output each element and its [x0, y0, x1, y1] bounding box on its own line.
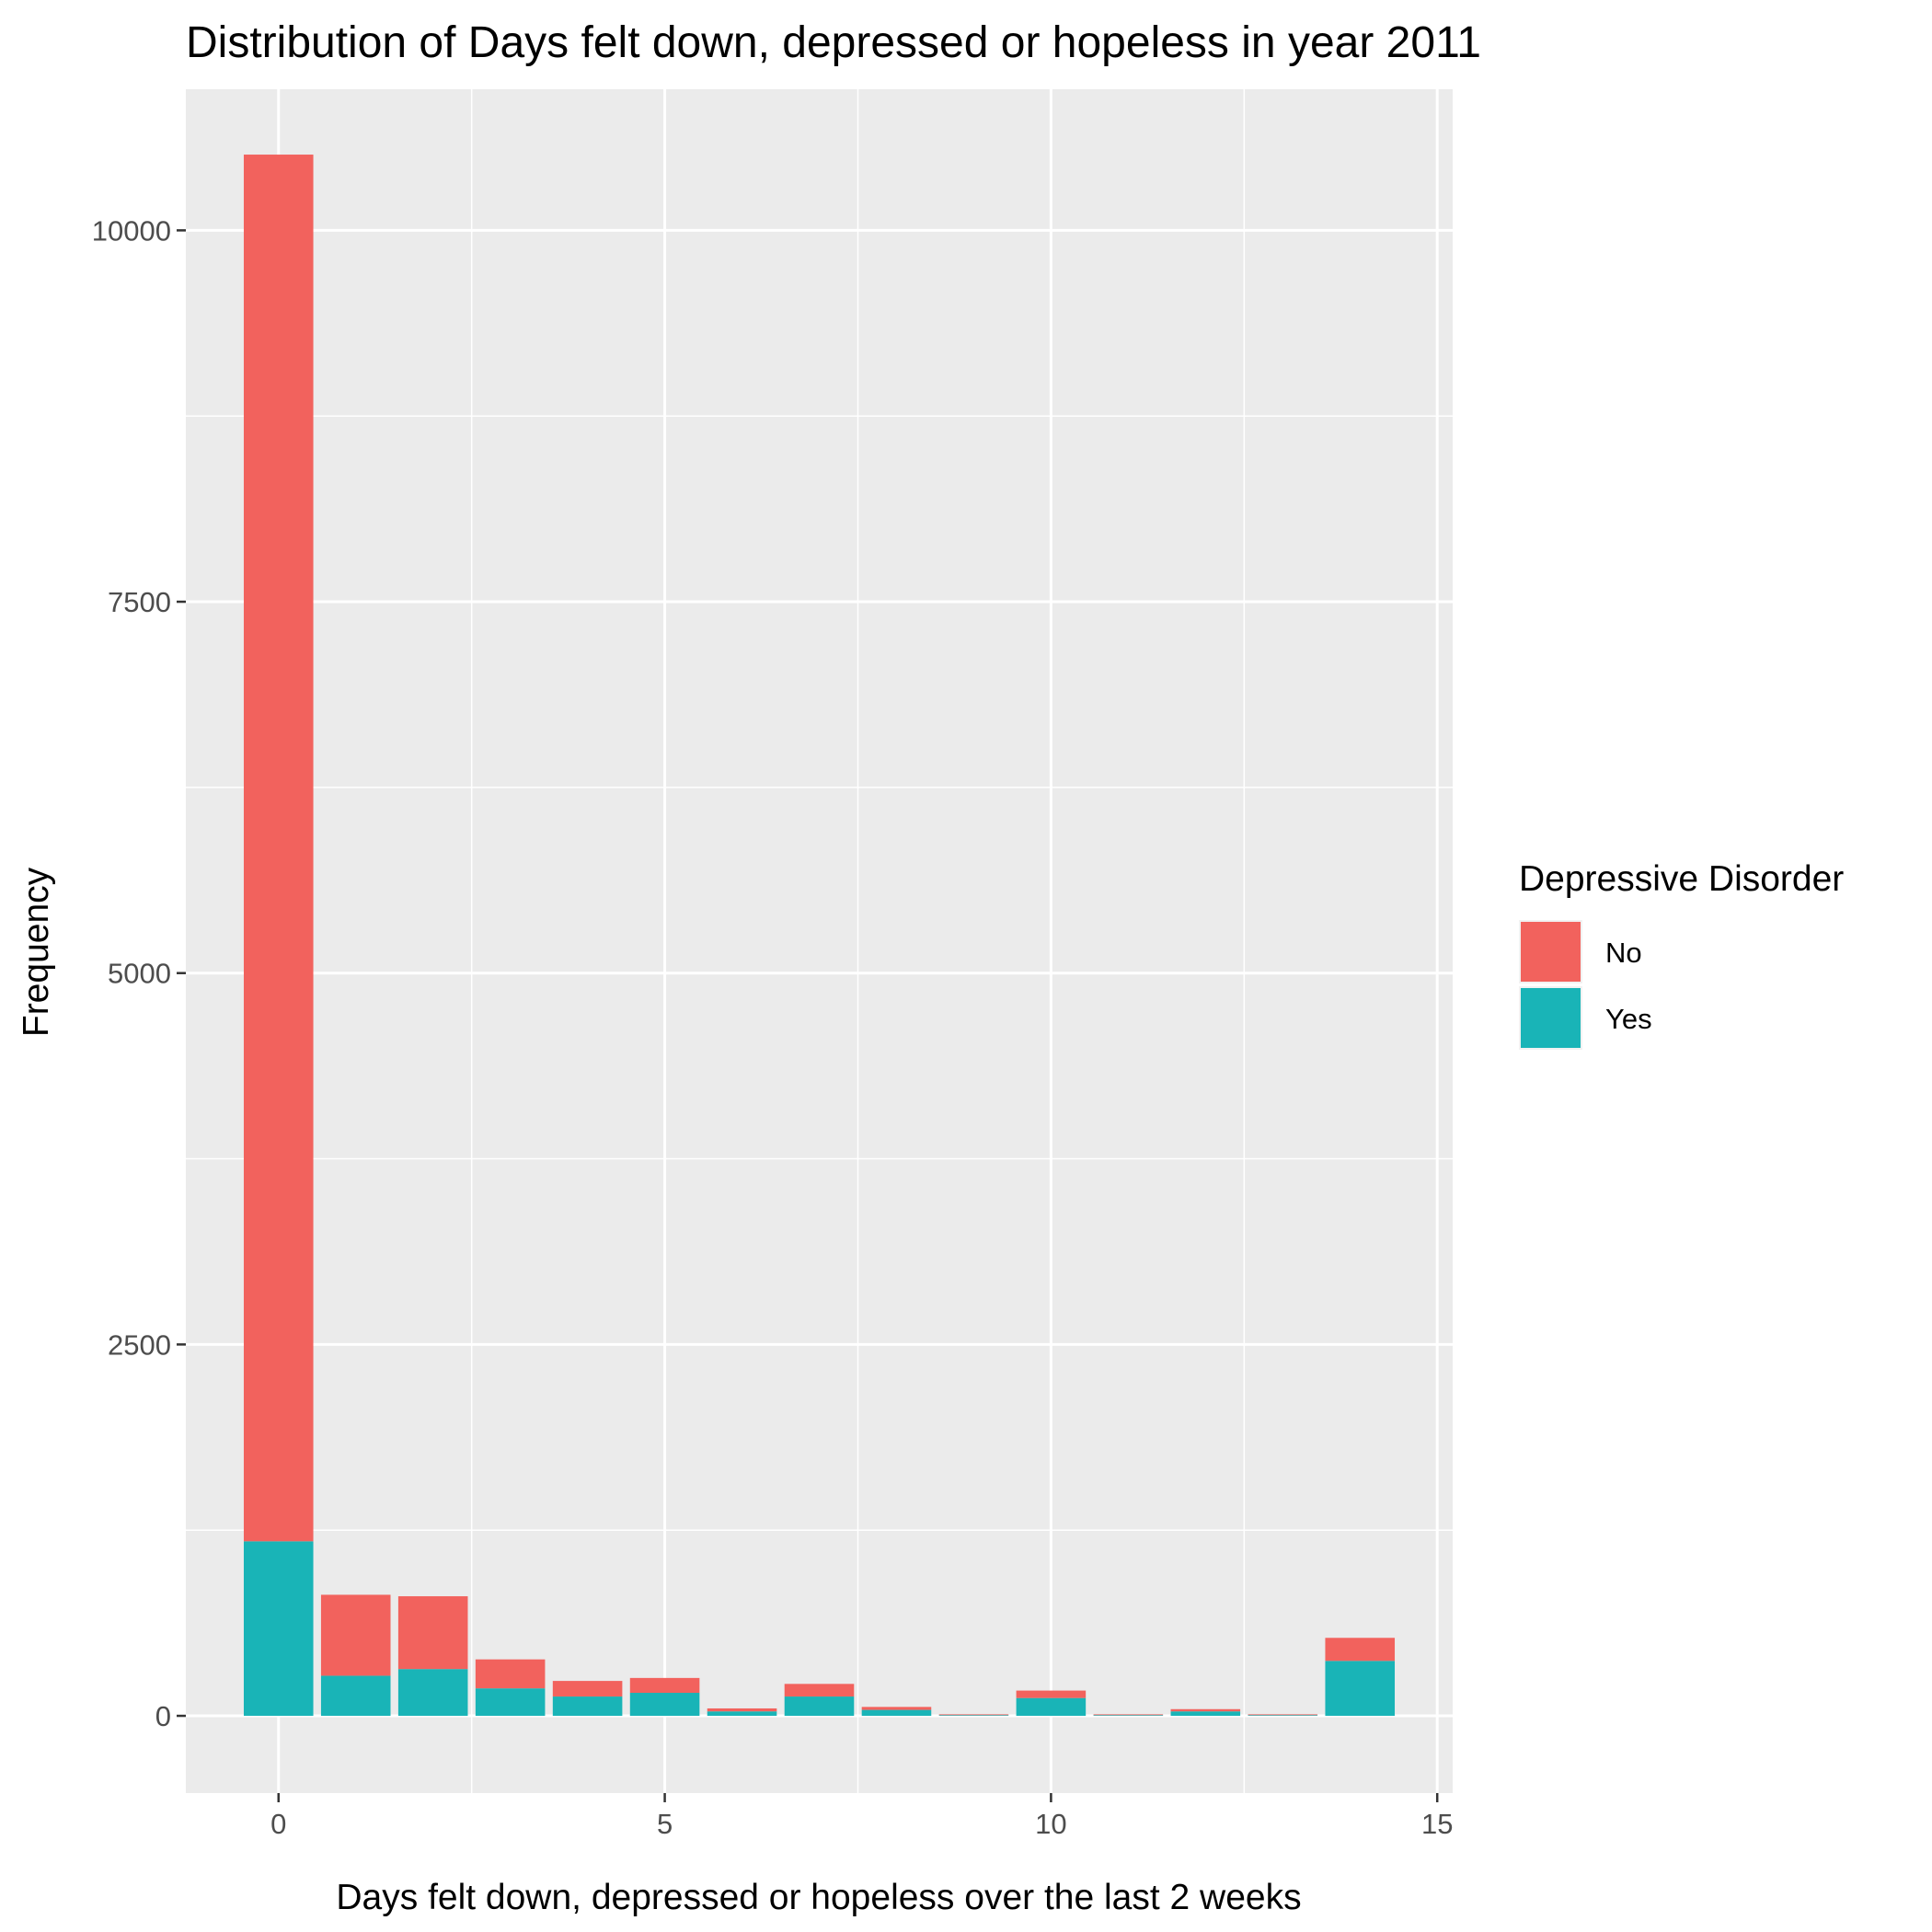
chart-title: Distribution of Days felt down, depresse…	[186, 18, 1481, 67]
bars	[243, 155, 1396, 1717]
bar-yes-day-7	[784, 1696, 855, 1717]
legend: Depressive Disorder No Yes	[1519, 859, 1844, 1050]
x-tick-label: 0	[270, 1808, 286, 1840]
bar-yes-day-0	[243, 1541, 314, 1717]
bar-no-day-11	[1093, 1714, 1164, 1716]
y-tick-label: 0	[155, 1700, 171, 1732]
y-tick-label: 7500	[108, 586, 171, 618]
bar-yes-day-10	[1016, 1697, 1087, 1717]
y-tick-label: 2500	[108, 1328, 171, 1361]
bar-yes-day-3	[475, 1688, 546, 1717]
bar-yes-day-9	[938, 1715, 1009, 1717]
bar-no-day-12	[1170, 1708, 1241, 1712]
bar-yes-day-4	[552, 1696, 623, 1717]
bar-yes-day-14	[1325, 1661, 1396, 1717]
bar-yes-day-5	[629, 1693, 700, 1717]
bar-no-day-6	[707, 1708, 777, 1712]
bar-yes-day-8	[861, 1709, 932, 1717]
bar-no-day-4	[552, 1681, 623, 1697]
bar-no-day-7	[784, 1684, 855, 1697]
x-axis-label: Days felt down, depressed or hopeless ov…	[336, 1878, 1301, 1917]
legend-title: Depressive Disorder	[1519, 859, 1844, 899]
x-tick-label: 5	[657, 1808, 673, 1840]
plot-panel	[186, 89, 1453, 1793]
legend-label-yes: Yes	[1605, 1003, 1652, 1035]
bar-no-day-3	[475, 1659, 546, 1689]
bar-no-day-5	[629, 1677, 700, 1694]
bar-yes-day-13	[1248, 1715, 1318, 1717]
bar-no-day-9	[938, 1714, 1009, 1716]
bar-yes-day-2	[397, 1669, 468, 1717]
bar-yes-day-11	[1093, 1715, 1164, 1717]
bar-no-day-13	[1248, 1714, 1318, 1716]
x-tick-label: 10	[1035, 1808, 1066, 1840]
legend-swatch-yes	[1521, 988, 1581, 1048]
bar-yes-day-6	[707, 1711, 777, 1717]
bar-no-day-8	[861, 1707, 932, 1710]
bar-no-day-2	[397, 1596, 468, 1670]
bar-no-day-0	[243, 155, 314, 1542]
bar-yes-day-12	[1170, 1711, 1241, 1717]
bar-yes-day-1	[320, 1675, 391, 1717]
bar-no-day-1	[320, 1594, 391, 1676]
y-tick-label: 5000	[108, 958, 171, 990]
bar-no-day-14	[1325, 1638, 1396, 1662]
y-axis-label: Frequency	[17, 867, 56, 1037]
legend-label-no: No	[1605, 937, 1642, 969]
y-tick-label: 10000	[92, 214, 171, 247]
legend-swatch-no	[1521, 922, 1581, 982]
x-tick-label: 15	[1421, 1808, 1453, 1840]
bar-no-day-10	[1016, 1690, 1087, 1698]
axis-ticks: 0 2500 5000 7500 10000 0 5 10 15	[92, 214, 1454, 1840]
